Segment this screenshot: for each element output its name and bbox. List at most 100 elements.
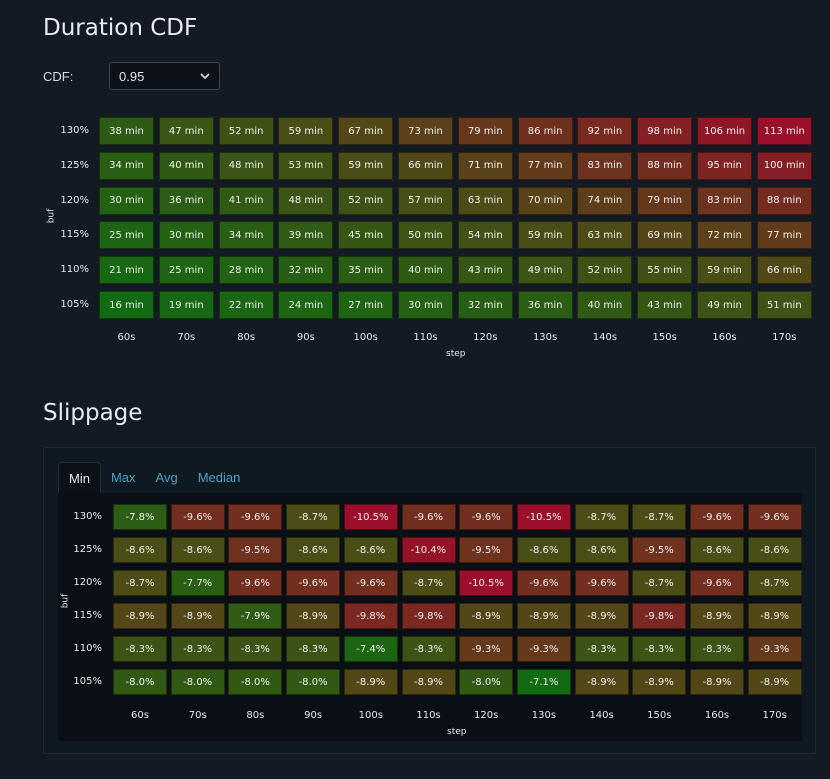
heatmap-cell: 59 min	[278, 117, 334, 145]
heatmap-cell: -9.3%	[516, 636, 571, 662]
y-tick-label: 110%	[60, 264, 89, 276]
heatmap-cell: -8.9%	[286, 603, 341, 629]
cdf-select[interactable]: 0.95	[109, 62, 220, 90]
heatmap-cell: 52 min	[218, 117, 274, 145]
heatmap-cell: -8.9%	[516, 603, 571, 629]
y-tick-label: 115%	[60, 229, 89, 241]
heatmap-cell: -8.3%	[574, 636, 629, 662]
heatmap-cell: 55 min	[637, 256, 693, 285]
x-tick-label: 170s	[772, 332, 797, 343]
heatmap-cell: 36 min	[517, 291, 573, 319]
heatmap-cell: 30 min	[158, 221, 214, 250]
heatmap-cell: 72 min	[697, 221, 752, 250]
heatmap-cell: -8.9%	[113, 603, 167, 629]
tab-max[interactable]: Max	[110, 470, 136, 485]
heatmap-cell: -8.7%	[632, 570, 687, 596]
tab-median[interactable]: Median	[197, 470, 241, 485]
tab-min[interactable]: Min	[58, 462, 101, 493]
heatmap-cell: 24 min	[278, 291, 334, 319]
y-axis-title: buf	[46, 208, 57, 224]
heatmap-cell: 57 min	[398, 186, 453, 215]
heatmap-cell: 69 min	[637, 221, 693, 250]
heatmap-cell: -9.8%	[401, 603, 456, 629]
x-tick-label: 140s	[592, 332, 618, 343]
heatmap-cell: 106 min	[697, 117, 752, 145]
heatmap-cell: 63 min	[457, 186, 513, 215]
heatmap-cell: -8.7%	[632, 504, 687, 530]
heatmap-cell: 45 min	[338, 221, 394, 250]
heatmap-cell: -9.6%	[690, 570, 744, 596]
heatmap-cell: -7.8%	[113, 504, 167, 530]
heatmap-cell: 88 min	[756, 186, 812, 215]
x-tick-label: 150s	[652, 332, 677, 343]
heatmap-cell: 22 min	[218, 291, 274, 319]
heatmap-cell: -8.7%	[286, 504, 341, 530]
heatmap-cell: 100 min	[756, 151, 812, 180]
cdf-label: CDF:	[43, 69, 74, 84]
heatmap-cell: -9.5%	[632, 537, 687, 563]
x-tick-label: 100s	[358, 710, 383, 721]
y-tick-label: 125%	[73, 544, 102, 555]
y-axis-title: buf	[60, 593, 71, 609]
heatmap-cell: 32 min	[278, 256, 334, 285]
heatmap-cell: -8.3%	[286, 636, 341, 662]
heatmap-cell: 59 min	[517, 221, 573, 250]
y-tick-label: 105%	[73, 676, 102, 687]
heatmap-cell: 92 min	[577, 117, 633, 145]
y-tick-label: 125%	[60, 159, 89, 171]
x-tick-label: 110s	[413, 332, 438, 343]
heatmap-cell: -8.9%	[747, 669, 802, 695]
x-tick-label: 130s	[531, 710, 557, 721]
heatmap-cell: 25 min	[158, 256, 214, 285]
heatmap-cell: -8.6%	[113, 537, 167, 563]
heatmap-cell: -9.6%	[286, 570, 341, 596]
heatmap-cell: 113 min	[756, 117, 812, 145]
heatmap-cell: -8.0%	[170, 669, 225, 695]
heatmap-cell: -9.8%	[343, 603, 398, 629]
heatmap-cell: 59 min	[697, 256, 752, 285]
x-tick-label: 80s	[237, 332, 256, 343]
heatmap-cell: 40 min	[398, 256, 453, 285]
tab-avg[interactable]: Avg	[155, 470, 178, 485]
x-tick-label: 160s	[712, 332, 737, 343]
heatmap-cell: -8.0%	[286, 669, 341, 695]
heatmap-cell: 32 min	[457, 291, 513, 319]
heatmap-cell: -8.6%	[690, 537, 744, 563]
y-tick-label: 110%	[73, 643, 102, 654]
heatmap-cell: 30 min	[398, 291, 453, 319]
slippage-tabs: Min Max Avg Median	[58, 462, 250, 493]
heatmap-cell: -8.3%	[690, 636, 744, 662]
heatmap-cell: 40 min	[158, 151, 214, 180]
heatmap-cell: 34 min	[218, 221, 274, 250]
heatmap-cell: -8.9%	[343, 669, 398, 695]
heatmap-cell: -9.6%	[690, 504, 744, 530]
heatmap-cell: -8.6%	[170, 537, 225, 563]
slippage-panel: Min Max Avg Median	[43, 447, 816, 754]
heatmap-cell: -8.7%	[574, 504, 629, 530]
heatmap-cell: -9.6%	[228, 504, 283, 530]
heatmap-cell: 30 min	[99, 186, 154, 215]
x-axis-title: step	[447, 727, 467, 737]
y-tick-label: 130%	[60, 125, 89, 136]
heatmap-cell: 50 min	[398, 221, 453, 250]
x-tick-label: 130s	[532, 332, 558, 343]
heatmap-cell: 98 min	[637, 117, 693, 145]
x-tick-label: 170s	[762, 710, 787, 721]
heatmap-cell: 34 min	[99, 151, 154, 180]
heatmap-cell: 41 min	[218, 186, 274, 215]
heatmap-cell: -10.4%	[401, 537, 456, 563]
heatmap-cell: -8.9%	[459, 603, 514, 629]
heatmap-cell: 79 min	[457, 117, 513, 145]
heatmap-cell: 83 min	[697, 186, 752, 215]
heatmap-cell: -9.6%	[228, 570, 283, 596]
x-tick-label: 110s	[416, 710, 441, 721]
heatmap-cell: 66 min	[398, 151, 453, 180]
heatmap-cell: 54 min	[457, 221, 513, 250]
heatmap-cell: 74 min	[577, 186, 633, 215]
heatmap-cell: -8.6%	[343, 537, 398, 563]
heatmap-cell: -8.9%	[170, 603, 225, 629]
heatmap-cell: 95 min	[697, 151, 752, 180]
x-tick-label: 90s	[296, 332, 315, 343]
heatmap-cell: -8.3%	[401, 636, 456, 662]
heatmap-cell: -9.6%	[747, 504, 802, 530]
